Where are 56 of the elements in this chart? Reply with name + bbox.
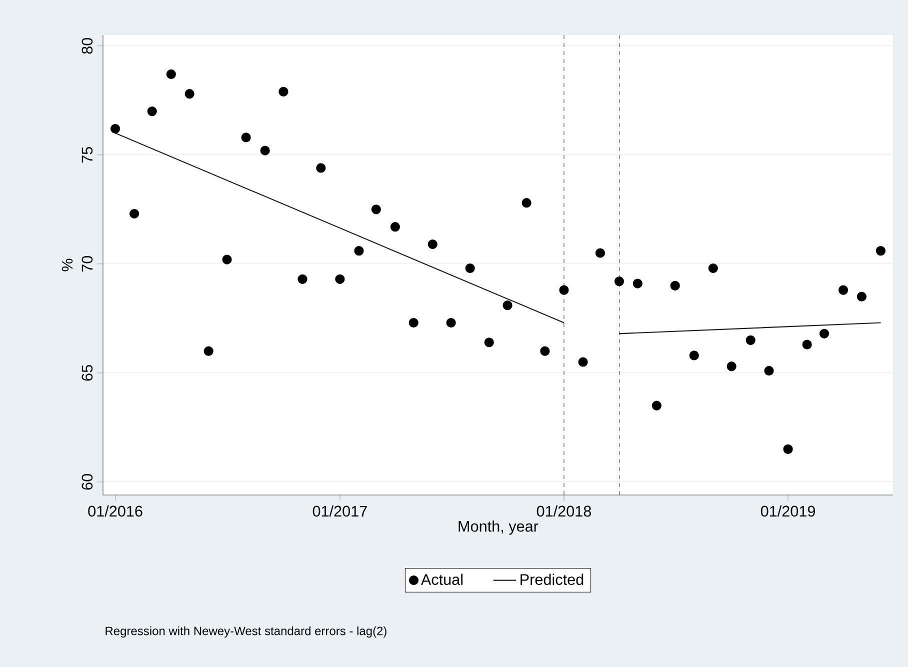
point [876,246,886,256]
point [222,254,232,264]
point [446,318,456,328]
x-tick-label: 01/2016 [88,505,142,517]
x-tick-label: 01/2017 [312,505,367,517]
point [522,198,532,208]
point [335,274,345,284]
x-tick-label: 01/2019 [760,505,816,517]
point [465,263,475,274]
y-axis-title: % [62,258,73,272]
point [689,350,699,360]
text: Regression with Newey-West standard errors - lag(2) [106,626,386,638]
point [204,346,214,356]
point [110,124,120,134]
point [578,357,588,367]
point [802,340,812,350]
point [652,400,662,410]
point [746,335,756,346]
x-tick-label: 01/2018 [536,505,592,517]
point [783,444,793,454]
point [484,338,494,348]
legend-label: Actual [420,574,463,585]
point [316,163,326,173]
point [428,239,438,250]
point [595,248,606,258]
point [408,318,418,328]
point [184,89,194,99]
point [502,300,512,310]
point [278,86,288,96]
legend-label: Predicted [520,574,584,585]
y-tick-label: 75 [82,147,93,163]
point [726,362,736,372]
point [390,222,400,232]
point [614,276,624,286]
point [559,285,569,295]
point [166,69,176,80]
y-tick-label: 80 [82,38,93,54]
point [708,263,718,274]
x-axis-title: Month, year [458,520,538,535]
point [670,280,680,291]
point [260,146,270,156]
y-tick-label: 70 [82,256,93,272]
y-tick-label: 65 [82,365,93,381]
point [838,285,848,295]
point [764,366,774,376]
y-tick-label: 60 [82,474,93,490]
point [540,346,550,356]
point [632,278,642,288]
point [371,204,381,214]
point [147,106,157,116]
point [298,274,308,284]
point [241,132,251,142]
point [856,292,866,302]
point [354,246,364,256]
point [819,328,830,338]
point [130,208,140,219]
